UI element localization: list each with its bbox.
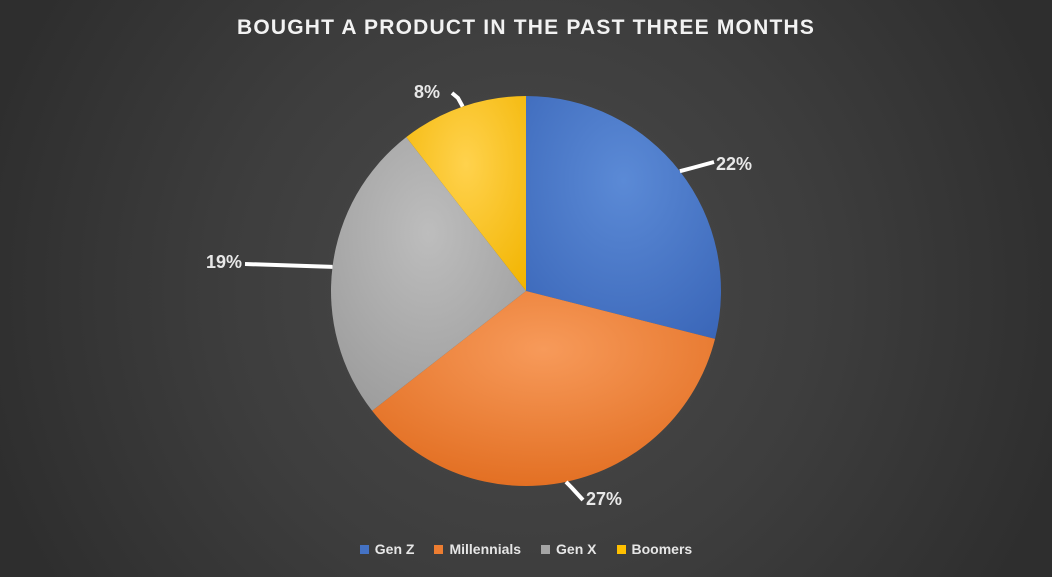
leader-line-millennials: [564, 480, 585, 502]
legend-label: Gen Z: [374, 541, 415, 557]
pie-slice-gen-x: [331, 137, 526, 411]
legend-item-gen-z: Gen Z: [359, 541, 415, 557]
chart-title: BOUGHT A PRODUCT IN THE PAST THREE MONTH…: [236, 16, 816, 39]
legend-item-gen-x: Gen X: [541, 541, 597, 557]
pie-slice-millennials: [372, 291, 716, 487]
legend-item-boomers: Boomers: [616, 541, 693, 557]
legend-label: Gen X: [556, 541, 597, 557]
pie-slice-gen-z: [526, 96, 721, 339]
leader-line-gen-x: [244, 262, 333, 269]
leader-line-gen-z: [679, 160, 715, 174]
legend: Gen Z Millennials Gen X Boomers: [0, 541, 1052, 557]
legend-swatch: [434, 544, 444, 554]
data-label-gen-x: 19%: [206, 252, 242, 272]
leader-lines: [244, 91, 715, 502]
data-label-millennials: 27%: [586, 489, 622, 509]
legend-swatch: [616, 544, 626, 554]
legend-swatch: [541, 544, 551, 554]
data-labels: 22% 27% 19% 8%: [206, 82, 752, 509]
pie-slices: [331, 96, 721, 487]
data-label-gen-z: 22%: [716, 154, 752, 174]
legend-item-millennials: Millennials: [434, 541, 521, 557]
data-label-boomers: 8%: [414, 82, 440, 102]
leader-line-boomers: [450, 91, 465, 108]
pie-slice-boomers: [406, 96, 526, 291]
legend-swatch: [359, 544, 369, 554]
legend-label: Boomers: [631, 541, 693, 557]
legend-label: Millennials: [449, 541, 522, 557]
